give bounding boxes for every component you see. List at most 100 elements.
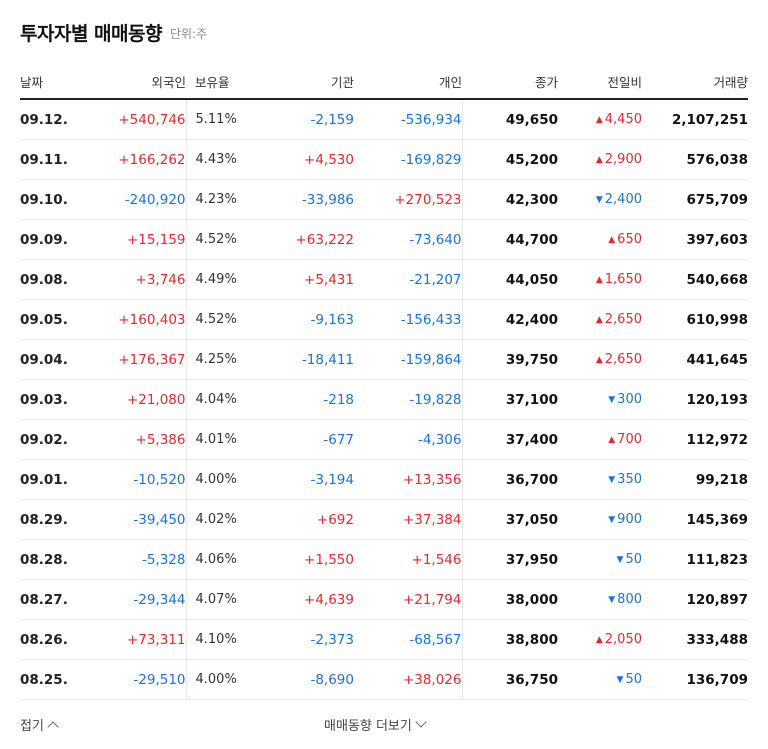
change-value: 1,650	[604, 272, 642, 287]
row-volume: 441,645	[642, 339, 748, 380]
row-institution: -18,411	[244, 339, 354, 380]
unit-label: 단위:주	[169, 26, 208, 41]
row-foreign: +160,403	[80, 299, 187, 340]
row-ratio: 4.25%	[186, 339, 244, 380]
row-close: 37,100	[462, 379, 558, 420]
row-individual: +37,384	[354, 499, 463, 540]
row-ratio: 4.23%	[186, 179, 244, 220]
row-ratio: 4.00%	[186, 659, 244, 700]
row-institution: -2,373	[244, 619, 354, 660]
row-close: 37,950	[462, 539, 558, 580]
col-ratio: 보유율	[195, 74, 230, 90]
table-row: 09.08. +3,746 4.49% +5,431 -21,207 44,050 ▲ 1,6…	[20, 259, 748, 300]
triangle-up-icon: ▲	[608, 235, 616, 245]
row-individual: +1,546	[354, 539, 463, 580]
row-volume: 576,038	[642, 139, 748, 180]
row-ratio: 4.02%	[186, 499, 244, 540]
row-change: ▲ 4,450	[558, 99, 642, 140]
row-volume: 120,193	[642, 379, 748, 420]
col-foreign: 외국인	[151, 74, 186, 90]
change-value: 300	[617, 392, 642, 407]
triangle-down-icon: ▼	[616, 675, 624, 685]
table-row: 09.12. +540,746 5.11% -2,159 -536,934 49,650 ▲…	[20, 99, 748, 140]
widget-header: 투자자별 매매동향 단위:주	[20, 0, 748, 64]
row-change: ▼ 2,400	[558, 179, 642, 220]
table-row: 08.25. -29,510 4.00% -8,690 +38,026 36,750 ▼ 50…	[20, 659, 748, 700]
table-row: 09.03. +21,080 4.04% -218 -19,828 37,100 ▼ 300 1…	[20, 379, 748, 420]
row-date: 08.26.	[20, 619, 80, 660]
row-volume: 333,488	[642, 619, 748, 660]
table-row: 08.29. -39,450 4.02% +692 +37,384 37,050 ▼ 900 1…	[20, 499, 748, 540]
more-trading-link[interactable]: 매매동향 더보기	[324, 715, 427, 734]
triangle-up-icon: ▲	[595, 115, 603, 125]
row-ratio: 4.43%	[186, 139, 244, 180]
row-volume: 112,972	[642, 419, 748, 460]
row-foreign: +166,262	[80, 139, 187, 180]
row-change: ▲ 2,650	[558, 339, 642, 380]
row-volume: 99,218	[642, 459, 748, 500]
change-value: 2,050	[604, 632, 642, 647]
row-individual: -156,433	[354, 299, 463, 340]
row-close: 44,700	[462, 219, 558, 260]
col-change: 전일비	[607, 74, 642, 90]
row-date: 09.10.	[20, 179, 80, 220]
row-date: 08.27.	[20, 579, 80, 620]
row-date: 09.02.	[20, 419, 80, 460]
row-volume: 136,709	[642, 659, 748, 700]
row-individual: -169,829	[354, 139, 463, 180]
col-date: 날짜	[20, 74, 44, 90]
row-close: 42,300	[462, 179, 558, 220]
triangle-down-icon: ▼	[608, 475, 616, 485]
triangle-up-icon: ▲	[595, 275, 603, 285]
change-value: 50	[625, 672, 642, 687]
row-close: 38,000	[462, 579, 558, 620]
row-close: 39,750	[462, 339, 558, 380]
row-date: 08.29.	[20, 499, 80, 540]
row-institution: -677	[244, 419, 354, 460]
change-value: 2,400	[604, 192, 642, 207]
row-institution: -218	[244, 379, 354, 420]
row-change: ▲ 2,050	[558, 619, 642, 660]
table-row: 09.09. +15,159 4.52% +63,222 -73,640 44,700 ▲ 6…	[20, 219, 748, 260]
row-foreign: -240,920	[80, 179, 187, 220]
table-row: 09.04. +176,367 4.25% -18,411 -159,864 39,750…	[20, 339, 748, 380]
row-date: 09.12.	[20, 99, 80, 140]
triangle-up-icon: ▲	[595, 355, 603, 365]
row-volume: 675,709	[642, 179, 748, 220]
table-row: 09.01. -10,520 4.00% -3,194 +13,356 36,700 ▼ 35…	[20, 459, 748, 500]
row-institution: +692	[244, 499, 354, 540]
row-close: 45,200	[462, 139, 558, 180]
row-institution: -3,194	[244, 459, 354, 500]
row-individual: -536,934	[354, 99, 463, 140]
row-institution: -2,159	[244, 99, 354, 140]
row-foreign: +3,746	[80, 259, 187, 300]
row-date: 09.04.	[20, 339, 80, 380]
more-trading-label: 매매동향 더보기	[324, 718, 412, 734]
row-ratio: 4.04%	[186, 379, 244, 420]
row-foreign: -5,328	[80, 539, 187, 580]
triangle-down-icon: ▼	[608, 395, 616, 405]
row-volume: 540,668	[642, 259, 748, 300]
row-individual: -68,567	[354, 619, 463, 660]
collapse-button[interactable]: 접기	[20, 715, 59, 734]
row-date: 09.01.	[20, 459, 80, 500]
row-date: 08.25.	[20, 659, 80, 700]
row-individual: -19,828	[354, 379, 463, 420]
change-value: 700	[617, 432, 642, 447]
row-individual: -4,306	[354, 419, 463, 460]
row-close: 36,700	[462, 459, 558, 500]
chevron-down-icon	[415, 716, 427, 728]
row-change: ▼ 50	[558, 539, 642, 580]
table-row: 08.27. -29,344 4.07% +4,639 +21,794 38,000 ▼ 80…	[20, 579, 748, 620]
change-value: 50	[625, 552, 642, 567]
row-foreign: -10,520	[80, 459, 187, 500]
row-individual: +38,026	[354, 659, 463, 700]
row-foreign: -29,510	[80, 659, 187, 700]
col-volume: 거래량	[713, 74, 748, 90]
row-close: 42,400	[462, 299, 558, 340]
row-close: 37,400	[462, 419, 558, 460]
row-institution: +63,222	[244, 219, 354, 260]
row-close: 37,050	[462, 499, 558, 540]
collapse-label: 접기	[20, 718, 44, 734]
